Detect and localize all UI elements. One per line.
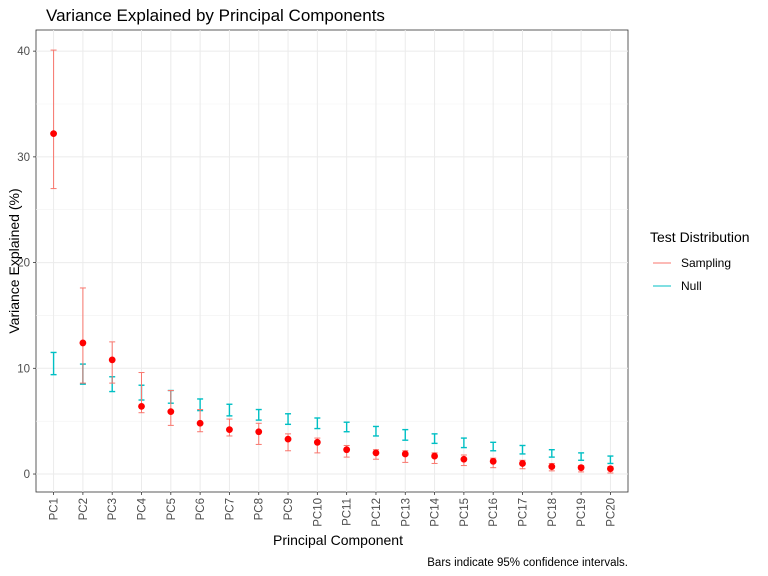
x-tick-label: PC14 xyxy=(430,497,442,526)
chart-title: Variance Explained by Principal Componen… xyxy=(46,6,385,25)
y-tick-label: 20 xyxy=(17,258,30,270)
x-tick-label: PC10 xyxy=(312,498,324,527)
sampling-point xyxy=(431,452,438,460)
x-tick-label: PC20 xyxy=(605,498,617,527)
x-axis-title: Principal Component xyxy=(273,532,403,548)
y-tick-label: 30 xyxy=(17,152,30,164)
sampling-point xyxy=(343,446,351,454)
x-tick-label: PC5 xyxy=(166,498,178,520)
x-tick-label: PC17 xyxy=(517,498,529,527)
sampling-point xyxy=(313,438,321,446)
y-axis-ticks: 0 10 20 30 40 xyxy=(17,46,36,481)
x-axis-ticks: PC1 PC2 PC3 PC4 PC5 PC6 PC7 PC8 PC9 PC10 PC11 PC12 P… xyxy=(49,492,617,527)
sampling-point xyxy=(50,130,57,138)
caption: Bars indicate 95% confidence intervals. xyxy=(427,557,628,569)
x-tick-label: PC13 xyxy=(400,498,412,527)
sampling-series xyxy=(50,49,614,474)
legend-label-null: Null xyxy=(681,279,702,293)
sampling-point xyxy=(226,426,233,434)
sampling-point xyxy=(255,428,263,436)
sampling-point xyxy=(519,460,526,467)
y-axis-title: Variance Explained (%) xyxy=(6,188,22,333)
sampling-point xyxy=(607,465,614,473)
sampling-point xyxy=(167,408,175,416)
x-tick-label: PC15 xyxy=(459,498,471,527)
x-tick-label: PC19 xyxy=(576,498,588,527)
sampling-point xyxy=(284,435,292,443)
x-tick-label: PC12 xyxy=(371,498,383,527)
sampling-point xyxy=(401,450,409,458)
x-tick-label: PC8 xyxy=(254,498,266,520)
sampling-point xyxy=(548,463,556,471)
sampling-point xyxy=(577,464,585,472)
x-tick-label: PC9 xyxy=(283,498,295,520)
x-tick-label: PC6 xyxy=(195,498,207,520)
sampling-point xyxy=(138,402,145,410)
x-tick-label: PC4 xyxy=(137,497,149,520)
sampling-point xyxy=(372,449,380,457)
sampling-point xyxy=(460,455,468,463)
legend-label-sampling: Sampling xyxy=(681,256,731,270)
x-tick-label: PC7 xyxy=(224,498,236,520)
legend: Test Distribution Sampling Null xyxy=(650,229,750,293)
plot-panel xyxy=(35,29,629,493)
x-tick-label: PC16 xyxy=(488,498,500,527)
sampling-point xyxy=(489,457,497,465)
x-tick-label: PC11 xyxy=(342,498,354,526)
sampling-point xyxy=(79,339,87,347)
x-tick-label: PC1 xyxy=(49,498,61,520)
sampling-point xyxy=(196,419,204,427)
y-tick-label: 40 xyxy=(17,46,30,58)
x-tick-label: PC18 xyxy=(547,498,559,527)
y-tick-label: 0 xyxy=(24,469,30,481)
x-tick-label: PC3 xyxy=(107,498,119,520)
sampling-point xyxy=(108,356,116,364)
x-tick-label: PC2 xyxy=(78,498,90,520)
legend-title: Test Distribution xyxy=(650,229,750,245)
y-tick-label: 10 xyxy=(17,363,30,375)
